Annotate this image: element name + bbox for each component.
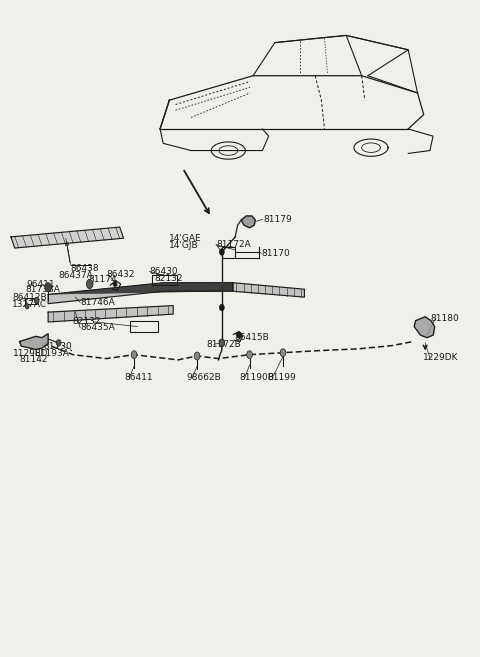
Text: 81174: 81174 <box>89 275 117 284</box>
Text: 86415B: 86415B <box>234 333 269 342</box>
Text: 82132: 82132 <box>72 317 100 327</box>
Text: 86437A: 86437A <box>59 271 94 280</box>
Circle shape <box>86 279 93 288</box>
Polygon shape <box>233 283 304 297</box>
Polygon shape <box>48 306 173 322</box>
Text: 81199: 81199 <box>268 373 297 382</box>
Text: 14'GAE: 14'GAE <box>169 235 202 243</box>
Circle shape <box>194 352 200 360</box>
Polygon shape <box>414 317 435 338</box>
Circle shape <box>219 304 224 311</box>
Circle shape <box>113 281 117 286</box>
Circle shape <box>25 304 29 309</box>
Text: 96411: 96411 <box>26 279 55 288</box>
Circle shape <box>131 351 137 359</box>
Polygon shape <box>241 216 255 228</box>
Text: 81180: 81180 <box>430 313 459 323</box>
Text: 1229DK: 1229DK <box>423 353 459 363</box>
Text: 82132: 82132 <box>154 273 182 283</box>
Text: 1327AC: 1327AC <box>12 300 47 309</box>
Circle shape <box>219 249 224 255</box>
Circle shape <box>237 332 241 338</box>
Text: 81172A: 81172A <box>216 240 251 249</box>
Text: 86432: 86432 <box>107 270 135 279</box>
Text: 86412B: 86412B <box>12 293 47 302</box>
Polygon shape <box>11 227 123 248</box>
Text: 81193A: 81193A <box>35 349 70 358</box>
Text: 81179: 81179 <box>263 215 292 224</box>
Circle shape <box>56 340 61 346</box>
Circle shape <box>280 349 286 357</box>
Text: 81746A: 81746A <box>80 298 115 307</box>
Polygon shape <box>48 283 233 304</box>
Text: 14'GJB: 14'GJB <box>169 241 199 250</box>
Bar <box>130 321 158 332</box>
Polygon shape <box>20 334 48 350</box>
Text: 86438: 86438 <box>71 264 99 273</box>
Text: 81170: 81170 <box>262 249 290 258</box>
Text: 81130: 81130 <box>43 342 72 351</box>
Circle shape <box>34 297 39 304</box>
Circle shape <box>219 339 225 347</box>
Text: 81738A: 81738A <box>25 285 60 294</box>
Circle shape <box>247 351 252 359</box>
Text: 81172B: 81172B <box>206 340 241 349</box>
Circle shape <box>219 340 224 346</box>
Bar <box>25 298 36 304</box>
Text: 81190B: 81190B <box>239 373 274 382</box>
Text: 86411: 86411 <box>124 373 153 382</box>
Bar <box>152 275 177 285</box>
Text: 98662B: 98662B <box>187 373 221 382</box>
Circle shape <box>45 283 51 292</box>
Text: 81142: 81142 <box>20 355 48 364</box>
Text: 86430: 86430 <box>149 267 178 276</box>
Text: 1129ED: 1129ED <box>13 349 48 358</box>
Text: 86435A: 86435A <box>80 323 115 332</box>
